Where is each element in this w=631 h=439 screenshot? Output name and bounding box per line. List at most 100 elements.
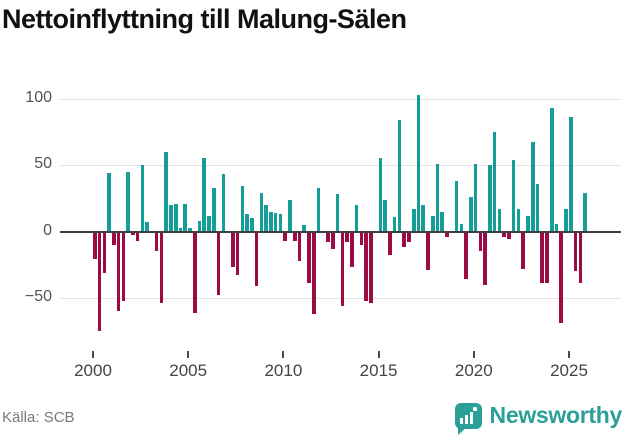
bar (221, 174, 226, 232)
bar (416, 94, 421, 232)
bar (207, 215, 211, 232)
y-axis-label: 0 (43, 221, 52, 239)
bar (545, 231, 549, 284)
bar (121, 231, 126, 301)
bar (188, 227, 192, 232)
bar (116, 231, 121, 312)
bar (397, 119, 402, 232)
bar (350, 231, 354, 268)
bar (549, 107, 554, 232)
x-axis-label: 2005 (169, 361, 208, 380)
x-axis-label: 2000 (74, 361, 112, 380)
bar (340, 231, 345, 306)
bar (183, 203, 188, 232)
x-axis-label: 2015 (359, 361, 398, 380)
bar (488, 165, 492, 232)
bar (192, 231, 197, 313)
bar (97, 231, 102, 332)
bar (578, 231, 583, 284)
bar (388, 231, 392, 256)
bar (469, 196, 473, 232)
bar (302, 224, 307, 232)
bar (392, 216, 397, 232)
plot-area: 100 50 0 −50 2000 2005 2010 2015 2020 2025 (25, 85, 621, 380)
bar (264, 204, 268, 232)
bar (278, 214, 283, 232)
bar (407, 231, 411, 243)
bar (426, 231, 430, 271)
bar (440, 211, 445, 232)
bar (311, 231, 316, 314)
bar (411, 208, 416, 232)
x-axis-tick (377, 351, 380, 358)
bar (473, 163, 478, 232)
bar (573, 231, 578, 272)
bar (354, 204, 359, 232)
y-axis-label: −50 (24, 288, 52, 305)
bar (240, 186, 245, 232)
bar (521, 231, 525, 269)
bar (140, 165, 145, 232)
bar (459, 223, 464, 232)
bar (107, 172, 111, 232)
y-axis-label: 50 (34, 155, 52, 172)
bar (540, 231, 545, 284)
bar (235, 231, 240, 276)
x-axis-tick (92, 351, 94, 358)
bar (535, 183, 540, 232)
bar (564, 208, 568, 232)
bar (369, 231, 373, 304)
bar (435, 163, 440, 232)
bar (345, 231, 349, 243)
bar (254, 231, 259, 287)
bar (516, 208, 521, 232)
bar (326, 231, 330, 243)
bar (164, 151, 168, 232)
bar (430, 215, 435, 232)
bar (454, 180, 459, 232)
bar (93, 231, 97, 260)
bar (569, 117, 573, 232)
bar (583, 192, 587, 232)
bar (492, 131, 497, 232)
x-axis-tick (282, 351, 285, 358)
bar (483, 231, 487, 285)
x-axis-label: 2020 (454, 361, 493, 380)
brand-name: Newsworthy (489, 402, 623, 428)
x-axis-tick (472, 351, 475, 358)
bar (159, 231, 164, 304)
x-axis-tick (568, 351, 570, 358)
bar (464, 231, 468, 280)
bar (197, 220, 202, 232)
bar (269, 211, 273, 232)
bar (402, 231, 406, 248)
newsworthy-logo[interactable]: Newsworthy (454, 402, 623, 436)
bar (216, 231, 221, 296)
bar (383, 199, 387, 232)
bar (126, 171, 130, 232)
x-axis-label: 2010 (264, 361, 303, 380)
bar (102, 231, 107, 273)
chart-title: Nettoinflyttning till Malung-Sälen (2, 4, 407, 34)
y-axis-label: 100 (25, 88, 52, 106)
gridline (60, 98, 621, 100)
bar (511, 159, 516, 232)
bar (273, 212, 278, 232)
bar (378, 158, 383, 232)
bar (421, 204, 426, 232)
bar (554, 223, 559, 232)
bar (445, 231, 449, 237)
gridline (60, 165, 621, 166)
bar (154, 231, 159, 252)
bar (173, 203, 178, 232)
x-axis-tick (187, 351, 190, 358)
bar (245, 214, 249, 232)
bar (502, 231, 506, 237)
source-note: Källa: SCB (2, 409, 75, 426)
bar (202, 158, 207, 232)
bar (178, 227, 183, 232)
bar (297, 231, 302, 261)
x-axis-label: 2025 (550, 361, 588, 380)
badge-bars (459, 411, 473, 424)
bar (307, 231, 311, 284)
